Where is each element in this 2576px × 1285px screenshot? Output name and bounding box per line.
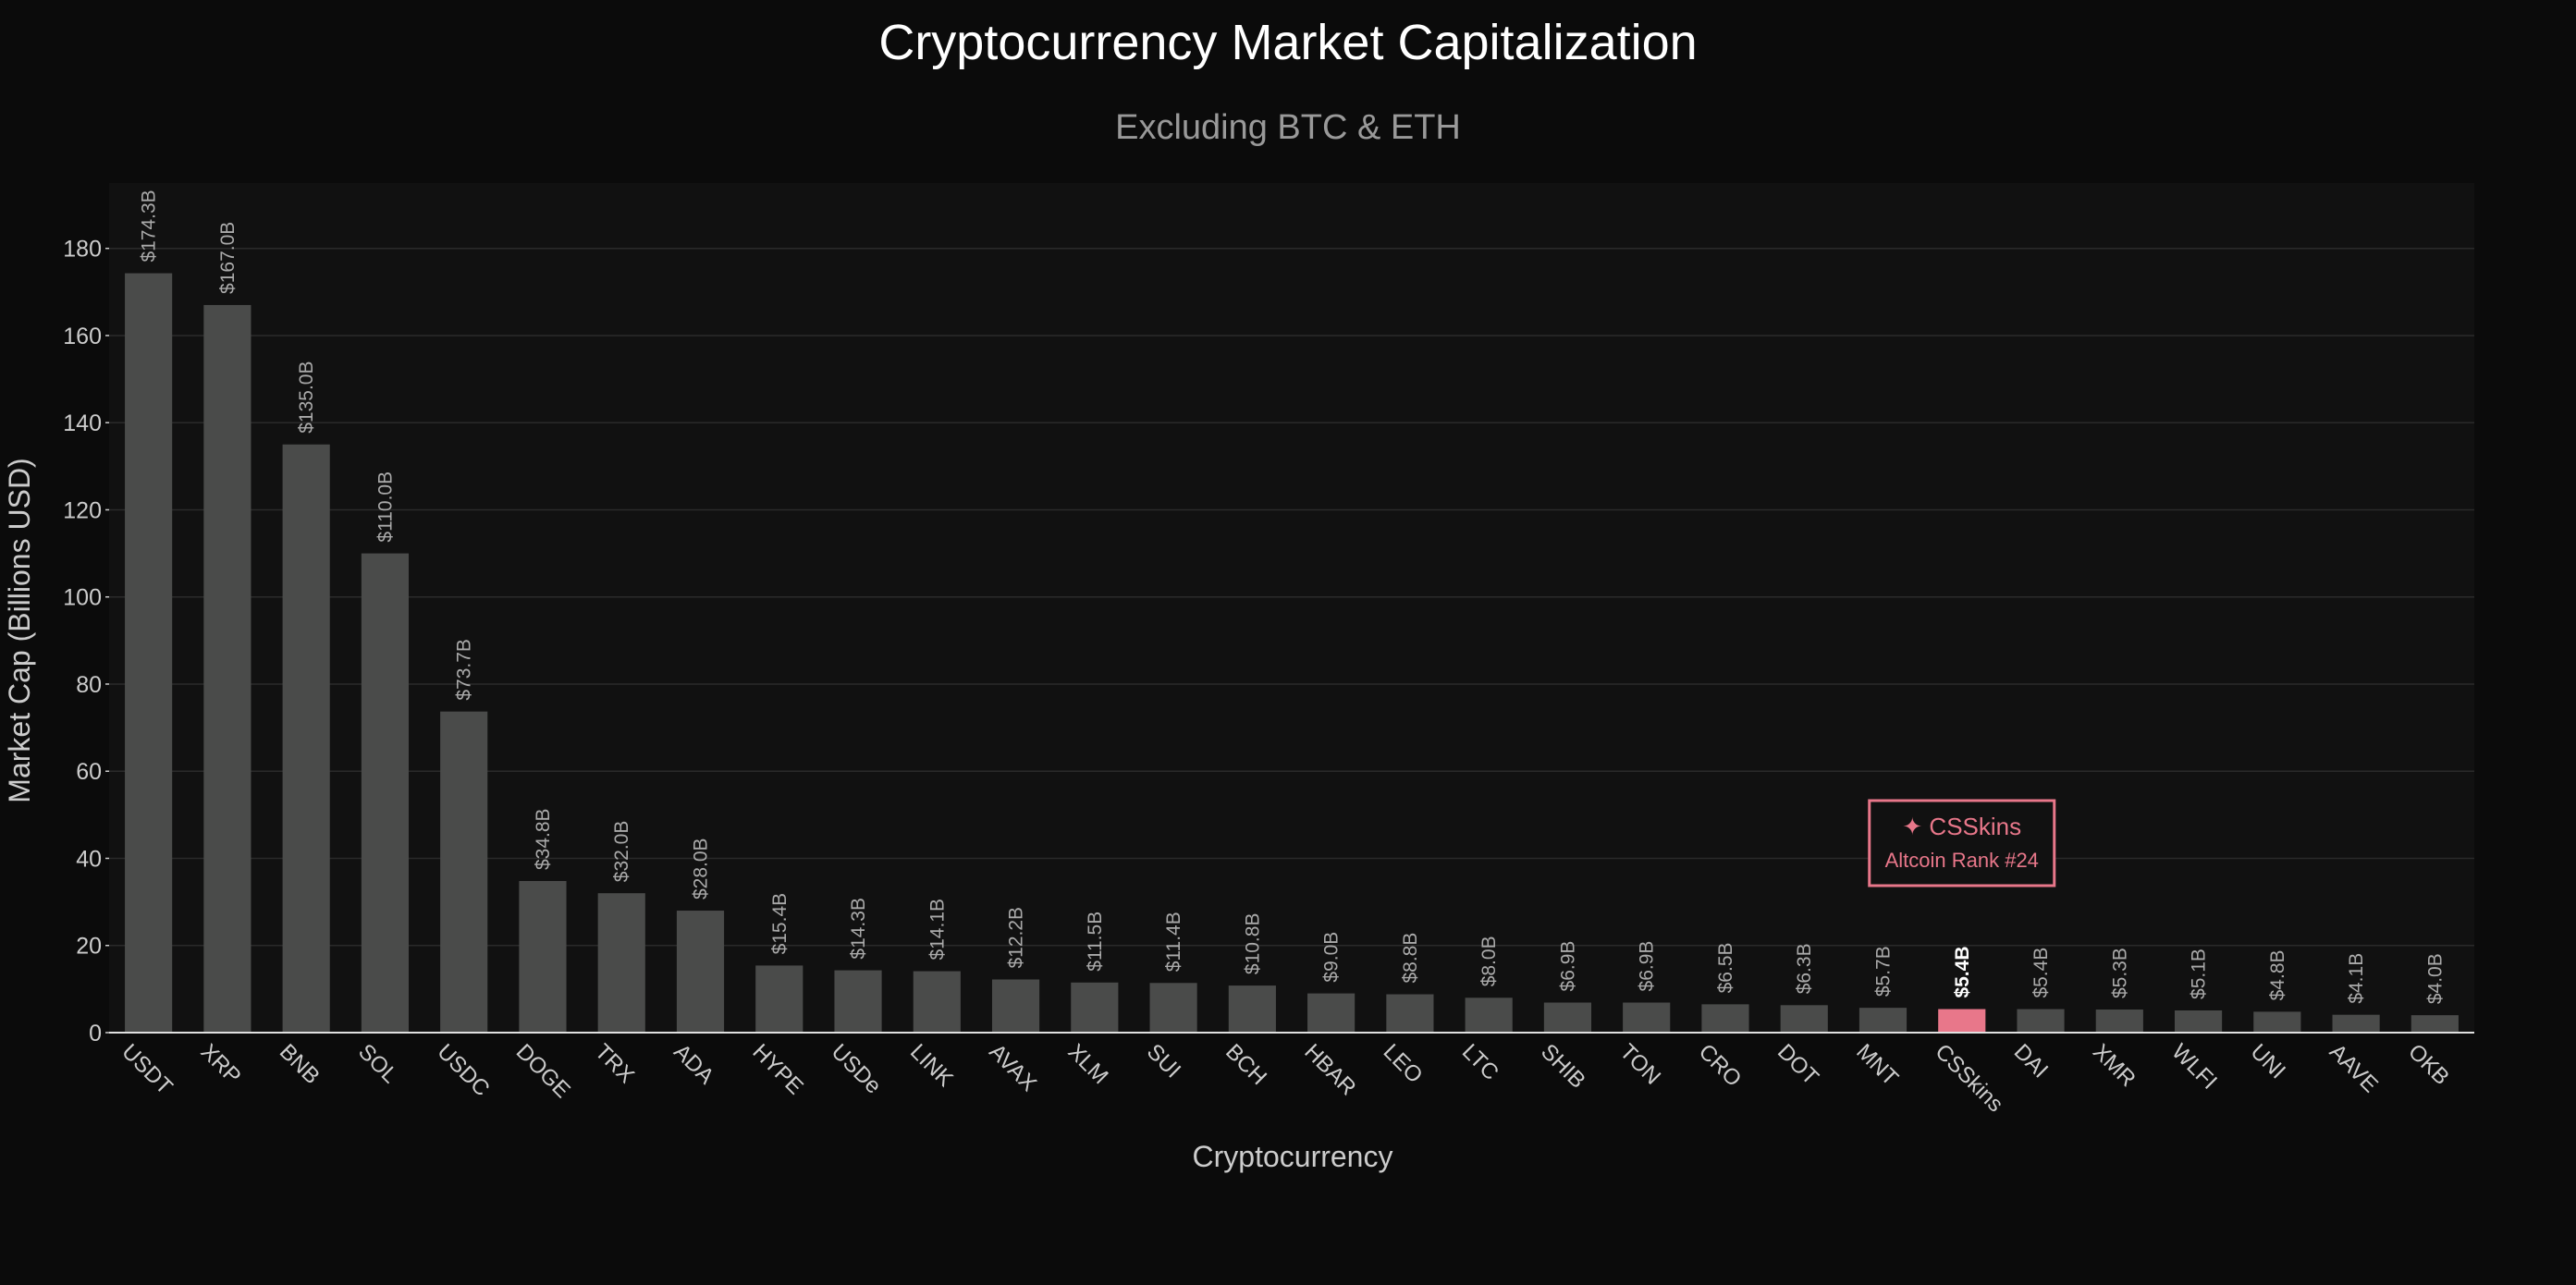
chart-title: Cryptocurrency Market Capitalization: [878, 15, 1697, 70]
value-label: $14.1B: [926, 899, 948, 961]
value-label: $5.1B: [2189, 948, 2210, 999]
y-tick-label: 160: [63, 324, 102, 349]
value-label: $5.7B: [1873, 946, 1895, 997]
annotation: ✦ CSSkins Altcoin Rank #24: [1868, 799, 2056, 887]
bar-sol: [361, 553, 410, 1033]
bar-trx: [597, 893, 645, 1033]
value-label: $174.3B: [139, 190, 160, 262]
bar-xlm: [1071, 982, 1119, 1033]
y-tick-label: 140: [63, 410, 102, 436]
bar-aave: [2332, 1014, 2380, 1033]
bar-ada: [676, 911, 725, 1033]
annotation-title: ✦ CSSkins: [1902, 813, 2021, 840]
bar-okb: [2410, 1015, 2459, 1033]
gridlines: [109, 247, 2474, 947]
value-label: $11.5B: [1085, 912, 1106, 972]
bars: [125, 273, 2459, 1033]
bar-shib: [1543, 1002, 1592, 1033]
y-tick-label: 40: [76, 846, 102, 872]
chart-subtitle: Excluding BTC & ETH: [1115, 108, 1461, 147]
bar-dai: [2017, 1009, 2065, 1033]
value-label: $34.8B: [533, 808, 554, 870]
bar-wlfi: [2174, 1010, 2223, 1033]
value-label: $135.0B: [296, 361, 317, 434]
value-label: $32.0B: [611, 821, 632, 883]
value-label: $4.1B: [2346, 953, 2367, 1004]
value-label: $5.4B: [1952, 947, 1973, 998]
y-tick-label: 120: [63, 497, 102, 523]
value-label: $9.0B: [1321, 932, 1343, 983]
y-tick-label: 0: [89, 1021, 102, 1046]
bar-bnb: [282, 444, 330, 1033]
value-label: $15.4B: [769, 893, 791, 955]
value-label: $8.0B: [1478, 936, 1500, 986]
y-tick-label: 180: [63, 237, 102, 263]
bar-usde: [834, 970, 882, 1033]
value-label: $12.2B: [1006, 907, 1027, 969]
bar-usdt: [125, 273, 173, 1033]
bar-hype: [755, 965, 803, 1033]
y-tick-label: 100: [63, 585, 102, 611]
bar-dot: [1780, 1005, 1828, 1033]
bar-leo: [1386, 994, 1434, 1033]
bar-uni: [2253, 1011, 2301, 1033]
value-labels: $174.3B $167.0B $135.0B $110.0B $73.7B $34.8B…: [139, 190, 2447, 1004]
value-label: $5.3B: [2109, 948, 2130, 998]
bar-usdc: [440, 711, 488, 1033]
value-label: $4.0B: [2424, 953, 2446, 1004]
bar-cro: [1701, 1004, 1749, 1033]
bar-mnt: [1858, 1008, 1907, 1033]
y-tick-label: 60: [76, 759, 102, 785]
bar-sui: [1149, 983, 1197, 1033]
x-axis-label: Cryptocurrency: [1193, 1140, 1393, 1173]
value-label: $167.0B: [217, 222, 239, 294]
y-tick-label: 80: [76, 672, 102, 698]
value-label: $8.8B: [1400, 933, 1421, 984]
value-label: $6.9B: [1637, 941, 1658, 992]
value-label: $11.4B: [1163, 912, 1184, 972]
value-label: $73.7B: [454, 639, 475, 701]
bar-csskins: [1938, 1009, 1986, 1033]
bar-link: [913, 971, 961, 1033]
value-label: $10.8B: [1242, 913, 1263, 975]
annotation-box: [1868, 799, 2056, 887]
bar-xrp: [203, 304, 251, 1033]
bar-ton: [1623, 1002, 1671, 1033]
bar-doge: [519, 880, 567, 1033]
y-axis-label: Market Cap (Billions USD): [3, 458, 36, 802]
plot-area: [109, 183, 2474, 1033]
bar-xmr: [2095, 1010, 2143, 1033]
bar-hbar: [1307, 993, 1355, 1033]
value-label: $4.8B: [2267, 949, 2288, 1000]
bar-avax: [991, 979, 1040, 1033]
y-axis-ticks: 0 20 40 60 80 100 120 140 160 180: [63, 237, 109, 1046]
value-label: $5.4B: [2030, 948, 2052, 998]
value-label: $6.9B: [1557, 941, 1578, 992]
value-label: $28.0B: [691, 838, 712, 900]
value-label: $6.3B: [1794, 943, 1815, 994]
y-tick-label: 20: [76, 934, 102, 960]
value-label: $6.5B: [1715, 942, 1736, 993]
value-label: $14.3B: [848, 898, 869, 960]
bar-bch: [1228, 985, 1276, 1033]
annotation-subtitle: Altcoin Rank #24: [1885, 849, 2039, 872]
bar-ltc: [1465, 997, 1513, 1033]
value-label: $110.0B: [374, 471, 396, 543]
